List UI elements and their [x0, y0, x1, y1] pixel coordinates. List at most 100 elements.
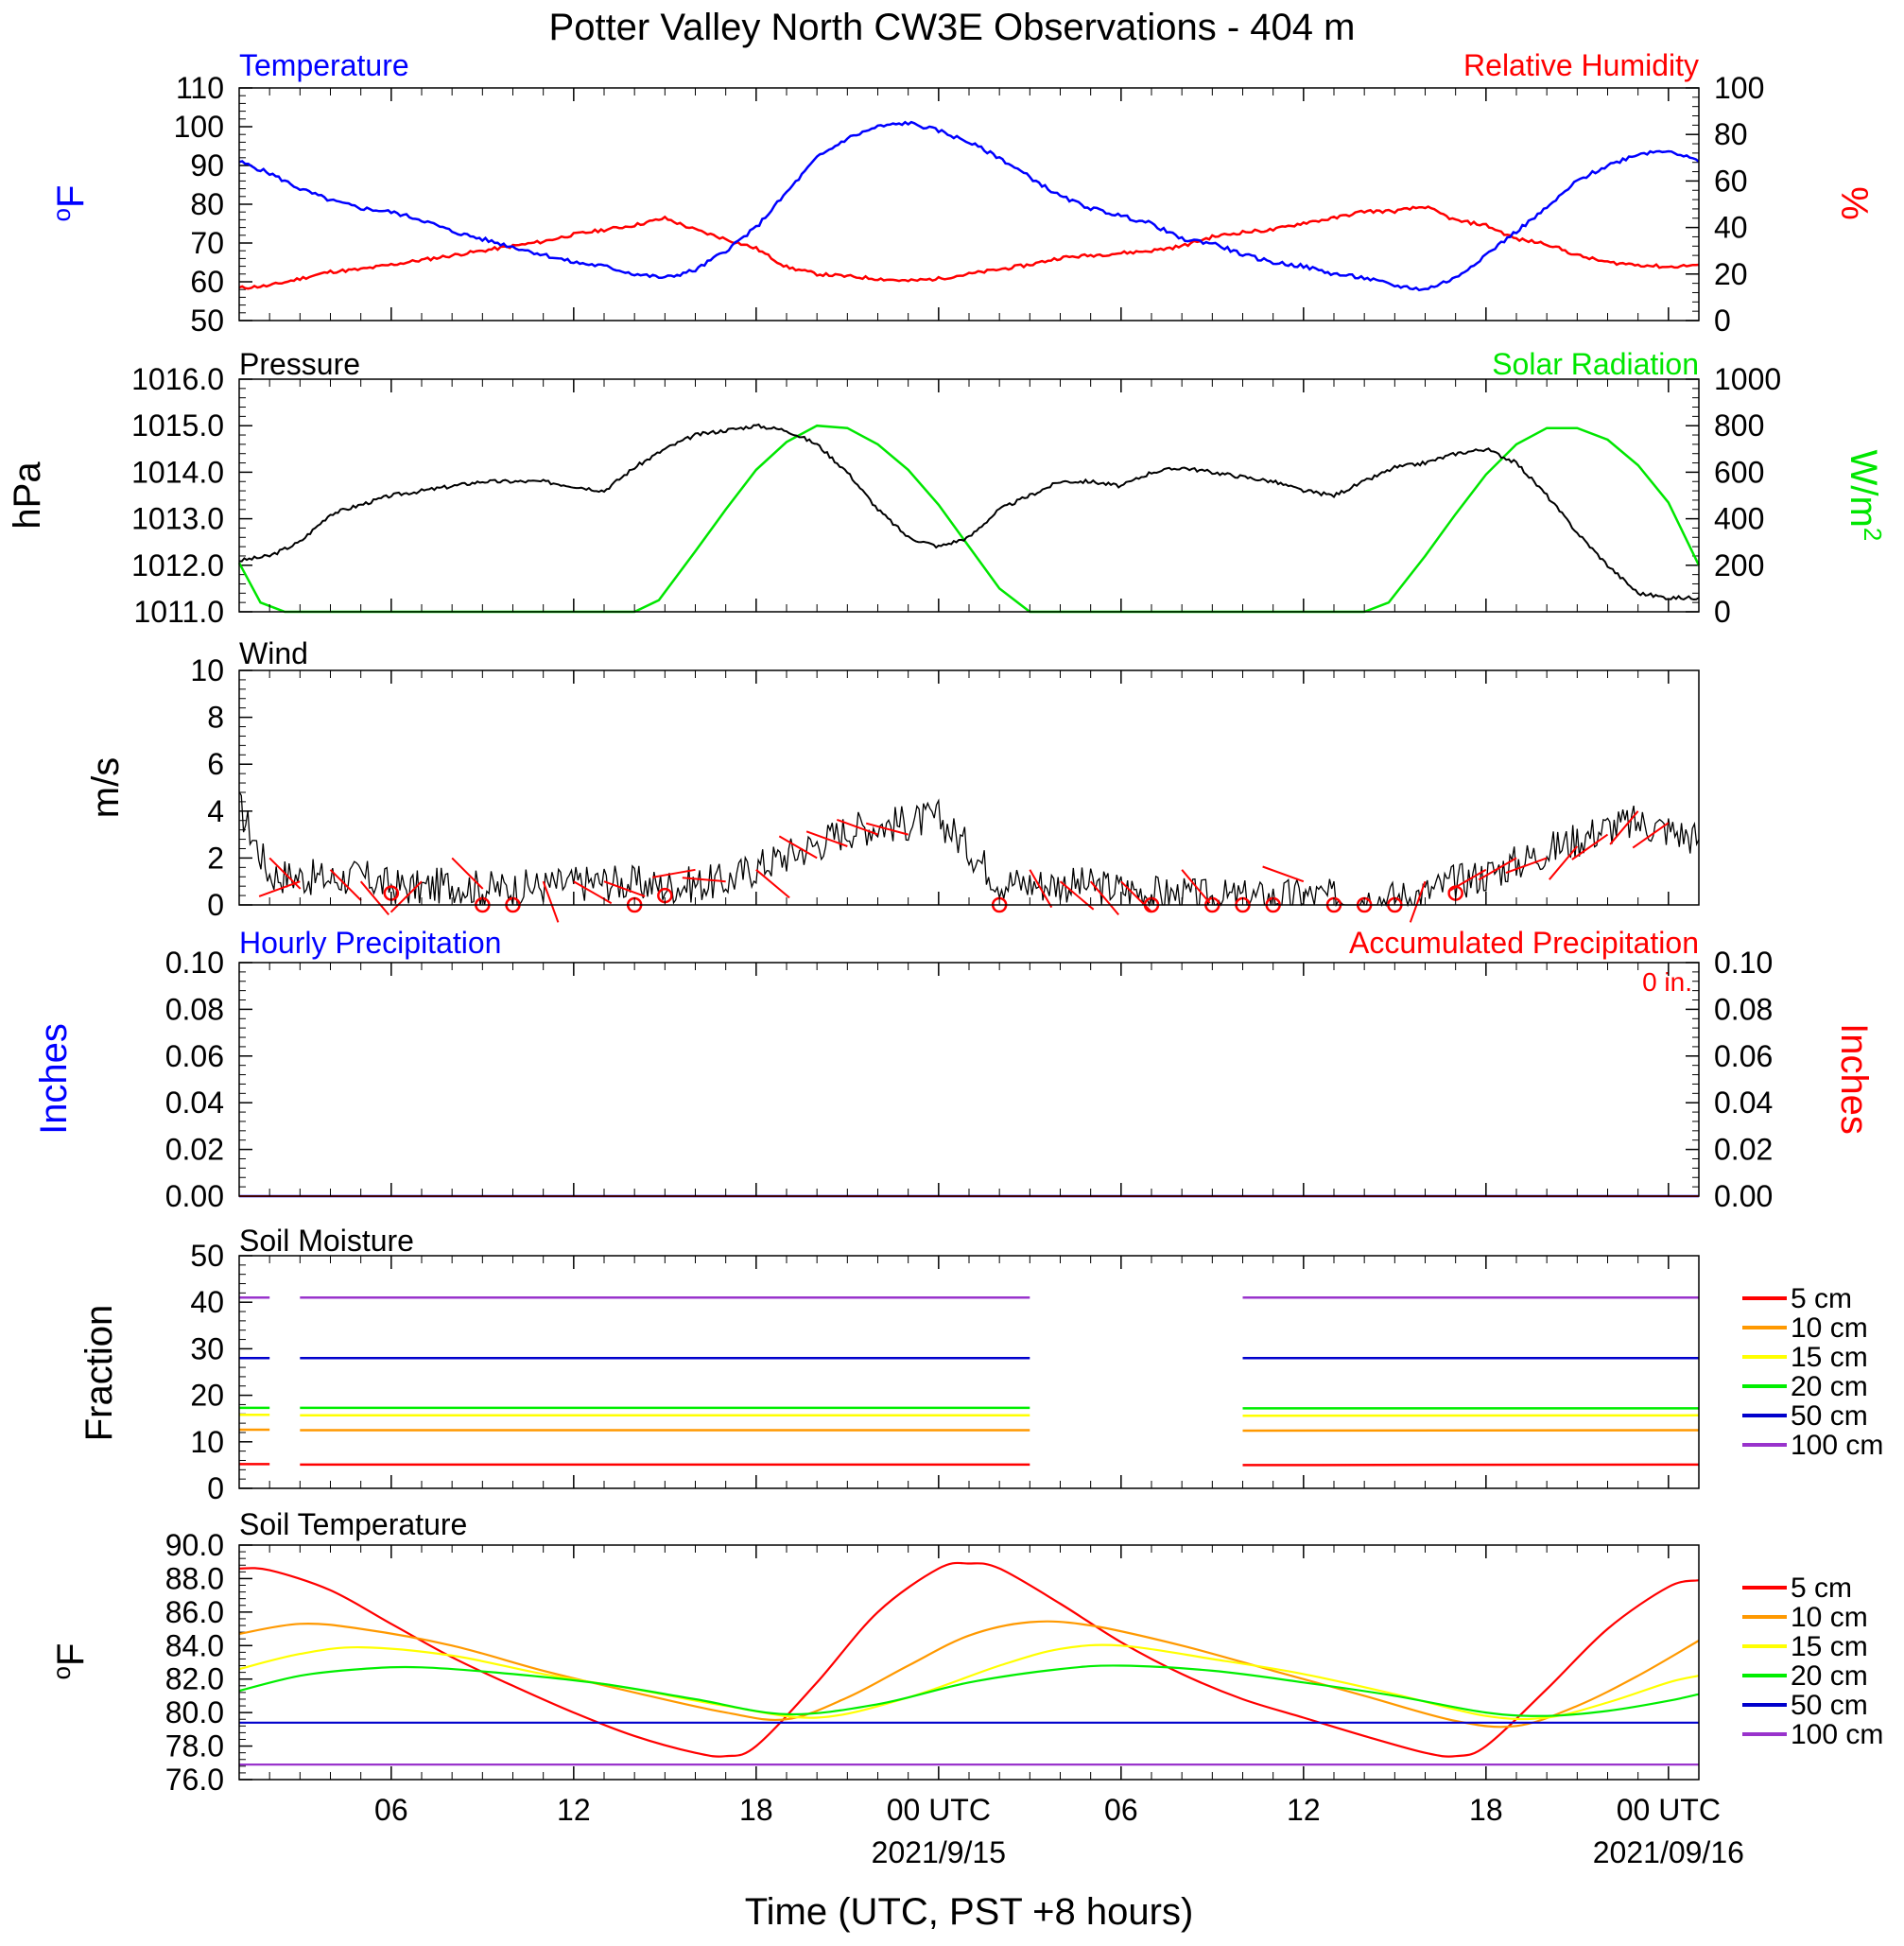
time-tick-label: 00 UTC: [1617, 1793, 1721, 1827]
legend-label: 10 cm: [1791, 1312, 1868, 1344]
precip-left-unit-label: Inches: [33, 1023, 75, 1135]
precip-plot-frame: [238, 962, 1700, 1197]
solar-radiation-line: [237, 424, 1701, 614]
wind-title: Wind: [239, 636, 308, 670]
panel-soil-temperature: Soil Temperature oF 90.088.086.084.082.0…: [47, 1507, 1883, 1797]
humidity-axis-tick-label: 80: [1714, 117, 1748, 151]
pressure-axis-tick-label: 1012.0: [131, 548, 224, 582]
legend-label: 50 cm: [1791, 1690, 1868, 1721]
temperature-line: [238, 120, 1700, 292]
precip-right-axis-tick-label: 0.10: [1714, 946, 1773, 980]
soil-moisture-axis-tick-label: 10: [190, 1425, 224, 1459]
wind-barb: [258, 880, 301, 897]
degree-sign: o: [47, 208, 76, 221]
wind-barb: [1478, 857, 1517, 881]
legend-label: 20 cm: [1791, 1660, 1868, 1692]
precip-right-axis-tick-label: 0.06: [1714, 1039, 1773, 1073]
panel-wind: Wind m/s 10 8 6 4 2 0: [85, 636, 1700, 923]
panel-pressure-solar: Pressure Solar Radiation hPa W/m2 1016.0…: [7, 347, 1887, 629]
solar-title: Solar Radiation: [1492, 347, 1699, 381]
soil-temp-lines: [238, 1561, 1700, 1766]
solar-axis-tick-label: 0: [1714, 595, 1731, 629]
wind-barb: [1632, 822, 1670, 849]
solar-unit-base: W/m: [1843, 450, 1884, 528]
wind-barb: [1409, 880, 1427, 923]
precip-left-axis-tick-label: 0.02: [165, 1133, 224, 1167]
pressure-solar-plot-frame: [238, 378, 1700, 613]
soil-temp-axis-tick-label: 90.0: [165, 1528, 224, 1562]
wind-barb: [652, 868, 696, 878]
wind-barb: [573, 880, 613, 905]
precip-right-axis-tick-label: 0.08: [1714, 992, 1773, 1026]
date-label: 2021/9/15: [872, 1835, 1006, 1869]
wind-barb: [682, 877, 726, 883]
legend-label: 5 cm: [1791, 1572, 1852, 1604]
solar-axis-ticks: 1000 800 600 400 200 0: [1686, 362, 1781, 629]
soil-moisture-line: [1242, 1429, 1700, 1433]
panel-temp-rh: Temperature Relative Humidity oF % 110 10…: [47, 48, 1875, 338]
humidity-unit-label: %: [1833, 186, 1875, 220]
panel-precip: Hourly Precipitation Accumulated Precipi…: [33, 926, 1875, 1213]
solar-axis-tick-label: 600: [1714, 455, 1764, 489]
humidity-title: Relative Humidity: [1463, 48, 1699, 82]
wind-barb: [451, 857, 484, 890]
precip-left-axis-ticks: 0.10 0.08 0.06 0.04 0.02 0.00: [165, 946, 252, 1213]
wind-unit-label: m/s: [85, 757, 127, 818]
soil-moisture-lines: [239, 1296, 1700, 1467]
humidity-axis-tick-label: 40: [1714, 211, 1748, 245]
soil-moisture-line: [1242, 1463, 1700, 1467]
time-axis: 06 12 18 00 UTC 06 12 18 00 UTC 2021/9/15 2021/09…: [268, 88, 1744, 1869]
wind-barb: [1609, 810, 1639, 845]
pressure-line: [238, 423, 1700, 601]
humidity-axis-tick-label: 0: [1714, 304, 1731, 338]
humidity-axis-tick-label: 60: [1714, 164, 1748, 198]
soil-moisture-axis-tick-label: 0: [207, 1471, 224, 1505]
wind-plot-frame: [238, 669, 1700, 906]
time-tick-label: 06: [1104, 1793, 1138, 1827]
precip-left-axis-tick-label: 0.00: [165, 1179, 224, 1213]
wind-axis-ticks: 10 8 6 4 2 0: [190, 653, 252, 922]
solar-axis-tick-label: 400: [1714, 502, 1764, 536]
soil-moisture-unit-label: Fraction: [78, 1305, 120, 1442]
temperature-axis-tick-label: 60: [190, 265, 224, 299]
time-tick-label: 00 UTC: [887, 1793, 991, 1827]
humidity-line: [238, 205, 1700, 290]
soil-moisture-axis-tick-label: 30: [190, 1331, 224, 1365]
pressure-axis-tick-label: 1013.0: [131, 502, 224, 536]
solar-unit-exponent: 2: [1859, 528, 1887, 541]
soil-temp-axis-tick-label: 80.0: [165, 1695, 224, 1729]
soil-temp-line: [238, 1643, 1700, 1721]
legend-label: 15 cm: [1791, 1631, 1868, 1662]
legend-label: 5 cm: [1791, 1283, 1852, 1314]
temperature-axis-tick-label: 80: [190, 187, 224, 221]
wind-axis-tick-label: 2: [207, 841, 224, 875]
solar-unit-label: W/m2: [1843, 450, 1887, 542]
wind-barb: [778, 835, 818, 860]
temperature-axis-tick-label: 50: [190, 304, 224, 338]
humidity-axis-ticks: 100 80 60 40 20 0: [1686, 71, 1764, 338]
soil-temp-axis-tick-label: 86.0: [165, 1595, 224, 1629]
accumulated-precip-title: Accumulated Precipitation: [1349, 926, 1699, 960]
pressure-axis-ticks: 1016.0 1015.0 1014.0 1013.0 1012.0 1011.0: [131, 362, 252, 629]
date-label: 2021/09/16: [1593, 1835, 1744, 1869]
soil-temp-degree-sign: o: [47, 1666, 76, 1679]
wind-speed-line: [238, 791, 1700, 908]
soil-temp-title: Soil Temperature: [239, 1507, 467, 1541]
soil-moisture-axis-tick-label: 20: [190, 1379, 224, 1413]
time-axis-label: Time (UTC, PST +8 hours): [745, 1891, 1194, 1933]
wind-barb: [389, 880, 423, 913]
pressure-unit-label: hPa: [7, 461, 48, 530]
soil-temp-unit-label: oF: [47, 1643, 92, 1680]
precip-left-axis-tick-label: 0.04: [165, 1086, 224, 1120]
wind-barb: [1029, 869, 1053, 909]
legend-label: 10 cm: [1791, 1602, 1868, 1633]
soil-temp-axis-tick-label: 84.0: [165, 1628, 224, 1662]
time-tick-label: 12: [557, 1793, 591, 1827]
time-tick-label: 18: [739, 1793, 773, 1827]
soil-temp-line: [238, 1620, 1700, 1729]
wind-barb: [1505, 857, 1548, 875]
soil-temp-axis-tick-label: 76.0: [165, 1763, 224, 1797]
pressure-solar-lines: [237, 423, 1701, 614]
